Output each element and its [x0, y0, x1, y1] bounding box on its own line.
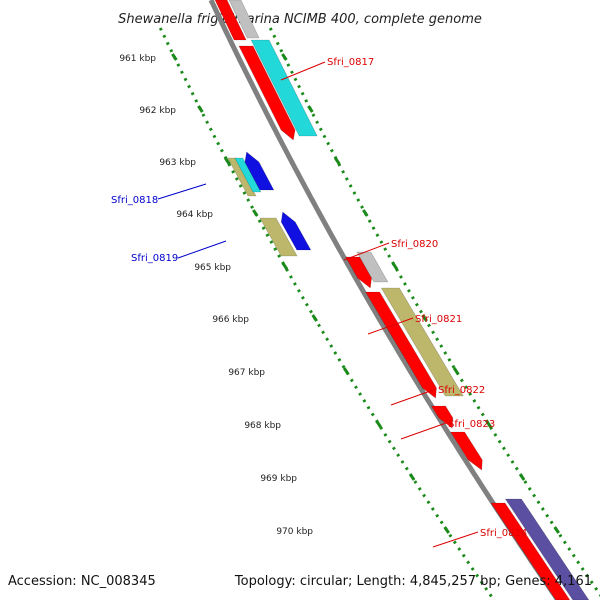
- major-tick: [334, 157, 341, 165]
- kbp-label: 963 kbp: [159, 158, 196, 168]
- major-tick: [281, 262, 289, 270]
- gene-feature-cyan[interactable]: [250, 39, 318, 137]
- major-tick: [443, 526, 450, 534]
- major-tick: [421, 314, 428, 322]
- major-tick: [252, 209, 259, 217]
- gene-feature-red[interactable]: [365, 291, 437, 399]
- major-tick: [408, 473, 416, 481]
- gene-feature-cyan[interactable]: [234, 157, 262, 193]
- gene-feature-red[interactable]: [345, 256, 372, 289]
- gene-label-sfri-0823[interactable]: Sfri_0823: [448, 419, 495, 430]
- major-tick: [224, 157, 231, 165]
- kbp-tick-labels: 961 kbp 962 kbp 963 kbp 964 kbp 965 kbp …: [119, 54, 313, 537]
- gene-feature-blue[interactable]: [280, 211, 312, 251]
- gene-feature-khaki[interactable]: [227, 157, 257, 197]
- kbp-label: 968 kbp: [244, 421, 281, 431]
- genome-summary-text: Topology: circular; Length: 4,845,257 bp…: [234, 574, 592, 589]
- outer-major-ticks: [281, 53, 560, 534]
- gene-feature-khaki[interactable]: [380, 287, 464, 397]
- major-tick: [518, 473, 526, 481]
- gene-feature-red[interactable]: [430, 405, 454, 429]
- major-tick: [362, 209, 369, 217]
- accession-text: Accession: NC_008345: [8, 574, 156, 589]
- gene-feature-gray[interactable]: [228, 0, 260, 39]
- gene-label-sfri-0822[interactable]: Sfri_0822: [438, 385, 485, 396]
- major-tick: [311, 314, 318, 322]
- gene-label-sfri-0821[interactable]: Sfri_0821: [415, 314, 462, 325]
- kbp-label: 970 kbp: [276, 527, 313, 537]
- gene-label-sfri-0820[interactable]: Sfri_0820: [391, 239, 438, 250]
- major-tick: [485, 420, 492, 428]
- gene-features: [214, 0, 590, 600]
- major-tick: [553, 526, 560, 534]
- gene-feature-red[interactable]: [214, 0, 247, 41]
- gene-label-sfri-0817[interactable]: Sfri_0817: [327, 57, 374, 68]
- kbp-label: 965 kbp: [194, 263, 231, 273]
- gene-feature-slate[interactable]: [504, 498, 590, 600]
- gene-feature-red[interactable]: [490, 502, 571, 600]
- major-tick: [342, 367, 350, 375]
- genome-title: Shewanella frigidimarina NCIMB 400, comp…: [118, 12, 482, 27]
- major-tick: [197, 105, 204, 113]
- gene-feature-khaki[interactable]: [259, 217, 298, 257]
- kbp-label: 966 kbp: [212, 315, 249, 325]
- major-tick: [281, 53, 288, 61]
- inner-major-ticks: [171, 53, 450, 534]
- kbp-label: 964 kbp: [176, 210, 213, 220]
- gene-label-sfri-0819[interactable]: Sfri_0819: [131, 253, 178, 264]
- gene-feature-red[interactable]: [450, 431, 483, 471]
- kbp-label: 967 kbp: [228, 368, 265, 378]
- major-tick: [307, 105, 314, 113]
- outer-tick-track: [268, 27, 600, 598]
- gene-labels: Sfri_0817 Sfri_0818 Sfri_0819 Sfri_0820 …: [111, 57, 527, 548]
- major-tick: [452, 367, 460, 375]
- gene-label-sfri-0824[interactable]: Sfri_0824: [480, 528, 527, 539]
- inner-tick-track: [158, 27, 496, 600]
- gene-feature-blue[interactable]: [244, 151, 275, 191]
- genome-backbone: [208, 0, 560, 600]
- kbp-label: 962 kbp: [139, 106, 176, 116]
- major-tick: [171, 53, 178, 61]
- kbp-label: 961 kbp: [119, 54, 156, 64]
- major-tick: [375, 420, 382, 428]
- gene-feature-red[interactable]: [238, 45, 296, 141]
- kbp-label: 969 kbp: [260, 474, 297, 484]
- gene-label-sfri-0818[interactable]: Sfri_0818: [111, 195, 158, 206]
- major-tick: [391, 262, 399, 270]
